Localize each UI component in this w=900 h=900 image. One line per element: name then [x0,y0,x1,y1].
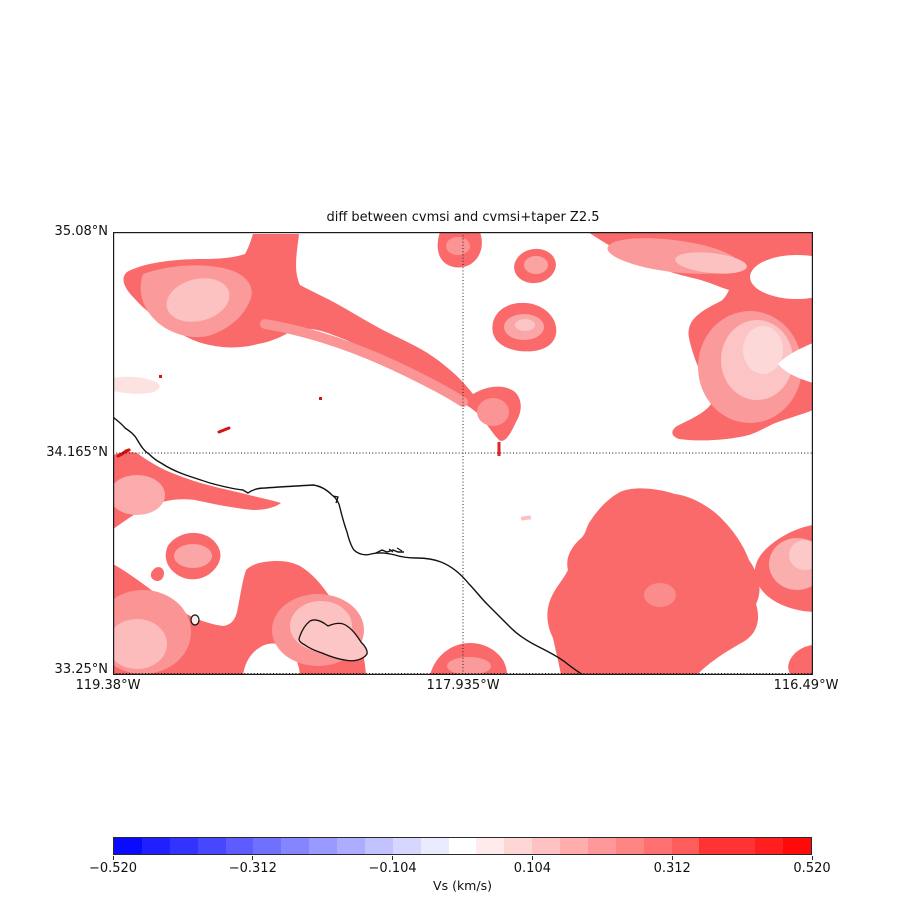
coastline-path [113,416,584,675]
colorbar-ticks [112,856,813,861]
colorbar-segment [727,838,756,854]
contour-blob-top-center-inner [446,237,470,255]
contour-white-hole-ne [750,255,813,299]
contour-blob-upper-middle-core [515,319,535,331]
colorbar-tick-label: −0.312 [228,861,277,876]
colorbar-tick-labels: −0.520 −0.312 −0.104 0.104 0.312 0.520 [89,861,831,877]
colorbar-segment [114,838,142,854]
colorbar-tick-label: 0.520 [793,861,831,876]
colorbar [113,837,812,855]
x-tick-label-right: 116.49°W [773,678,839,693]
contour-speck-1 [159,375,162,378]
contour-speck-coast [116,448,131,458]
y-tick-label-top: 35.08°N [54,224,108,239]
plot-title: diff between cvmsi and cvmsi+taper Z2.5 [326,210,600,225]
x-tick-label-left: 119.38°W [75,678,141,693]
colorbar-segment [504,838,533,854]
contour-speck-meridian [497,442,501,456]
contour-map [113,232,813,675]
contour-region-ne-band-core [675,252,747,274]
harbor-breakwater-marks [375,549,404,554]
colorbar-tick [252,856,254,860]
contour-faint-patch [113,376,160,394]
colorbar-segment [309,838,337,854]
colorbar-segment [476,838,505,854]
marina-tick-mark [332,495,339,504]
colorbar-segment [253,838,282,854]
colorbar-tick [811,856,813,860]
colorbar-tick [671,856,673,860]
contour-blob-small-north-inner [524,256,548,274]
contour-band-inner [260,319,468,407]
colorbar-segment [197,838,226,854]
colorbar-segment [420,838,449,854]
y-tick-label-middle: 34.165°N [46,445,108,460]
colorbar-segment [532,838,560,854]
contour-region-ne-blob-center [743,326,783,374]
catalina-island-outline [298,619,368,662]
contour-wedge-inner [477,398,509,426]
colorbar-segment [141,838,170,854]
colorbar-segment [587,838,616,854]
contour-patch-se-corner [788,645,813,675]
colorbar-segment [448,838,477,854]
harbor-inner-marks [388,547,403,553]
colorbar-segment [392,838,421,854]
contour-hump-inner [447,657,491,675]
contour-white-notch-east [778,343,813,383]
colorbar-segment [755,838,783,854]
y-tick-label-bottom: 33.25°N [54,662,108,677]
islet-outline [190,614,200,626]
colorbar-tick-label: −0.520 [88,861,138,876]
colorbar-tick-label: −0.104 [368,861,417,876]
colorbar-axis-label: Vs (km/s) [433,878,492,893]
contour-region-coast-band-inner [113,475,165,515]
contour-region-coast-band [113,451,281,529]
x-tick-label-center: 117.935°W [426,678,500,693]
colorbar-segment [337,838,365,854]
colorbar-segment [643,838,672,854]
contour-region-se-spot [644,583,676,607]
colorbar-segment [699,838,728,854]
contour-blob-kidney-inner [174,544,212,568]
map-svg [113,232,813,675]
colorbar-tick [531,856,533,860]
colorbar-segment [364,838,393,854]
contour-speck-faint [520,515,532,521]
colorbar-segment [671,838,700,854]
colorbar-tick-label: 0.312 [653,861,691,876]
colorbar-segment [281,838,310,854]
colorbar-segment [783,838,811,854]
contour-speck-mid [217,426,231,434]
colorbar-tick [112,856,114,860]
colorbar-segment [169,838,198,854]
colorbar-tick-label: 0.104 [513,861,551,876]
plot-frame [113,232,813,675]
colorbar-tick [392,856,394,860]
contour-blob-comma [150,567,164,582]
colorbar-segment [560,838,588,854]
contour-region-sw-core-west [113,619,167,669]
contour-blob-mid-east-core [789,540,813,570]
contour-region-northwest-core [166,278,230,322]
colorbar-segment [615,838,644,854]
contour-speck-2 [319,397,322,400]
colorbar-segment [225,838,254,854]
